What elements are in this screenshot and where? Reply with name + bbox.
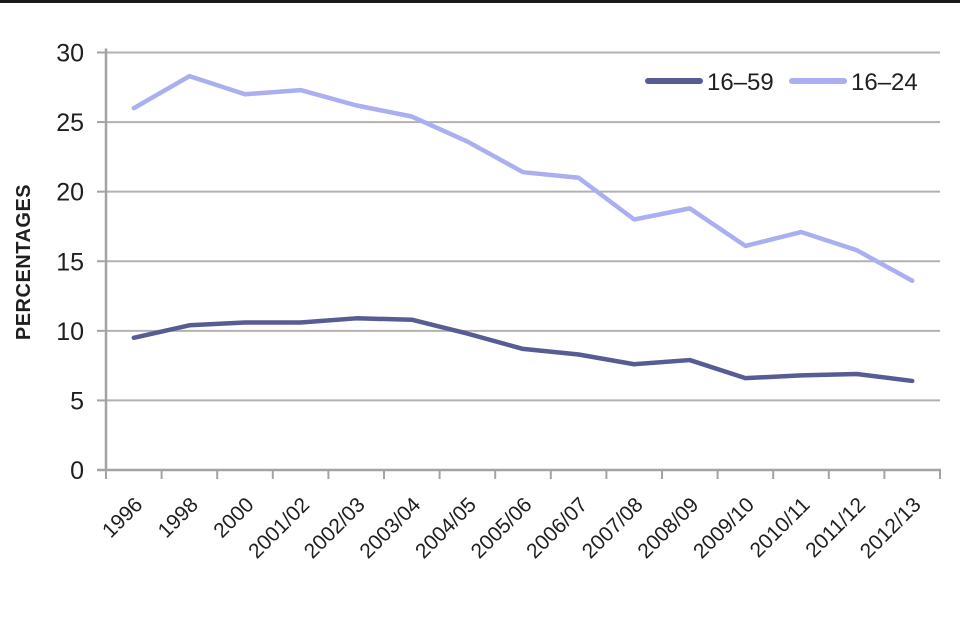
x-tick-label-8: 2006/07 bbox=[522, 493, 592, 563]
y-axis-title: PERCENTAGES bbox=[13, 184, 35, 340]
x-tick-label-5: 2003/04 bbox=[355, 493, 425, 563]
series-line-16-59 bbox=[131, 316, 915, 384]
y-tick-label-20: 20 bbox=[56, 179, 84, 207]
y-tick-label-5: 5 bbox=[70, 387, 84, 415]
x-tick-label-11: 2009/10 bbox=[689, 493, 759, 563]
series-line-16-24 bbox=[131, 73, 915, 283]
legend: 16–59 16–24 bbox=[645, 69, 918, 96]
y-tick-label-30: 30 bbox=[56, 40, 84, 68]
y-tick-label-25: 25 bbox=[56, 109, 84, 137]
y-tick-label-0: 0 bbox=[70, 457, 84, 485]
top-border-line bbox=[0, 0, 960, 3]
y-tick-label-15: 15 bbox=[56, 248, 84, 276]
x-tick-label-3: 2001/02 bbox=[244, 493, 314, 563]
x-tick-label-12: 2010/11 bbox=[746, 493, 815, 562]
y-tick-label-10: 10 bbox=[56, 318, 84, 346]
gridlines bbox=[106, 51, 940, 402]
legend-label-16-24: 16–24 bbox=[851, 69, 918, 96]
x-tick-label-1: 1998 bbox=[154, 493, 203, 542]
x-tick-label-9: 2007/08 bbox=[578, 493, 648, 563]
x-tick-label-6: 2004/05 bbox=[411, 493, 481, 563]
x-tick-label-10: 2008/09 bbox=[633, 493, 703, 563]
x-tick-label-14: 2012/13 bbox=[856, 493, 926, 563]
x-tick-label-0: 1996 bbox=[98, 493, 147, 542]
axes bbox=[97, 48, 941, 479]
legend-label-16-59: 16–59 bbox=[707, 69, 774, 96]
x-tick-label-2: 2000 bbox=[209, 493, 258, 542]
x-tick-label-4: 2002/03 bbox=[300, 493, 370, 563]
series-lines bbox=[131, 73, 915, 384]
x-tick-label-7: 2005/06 bbox=[467, 493, 537, 563]
